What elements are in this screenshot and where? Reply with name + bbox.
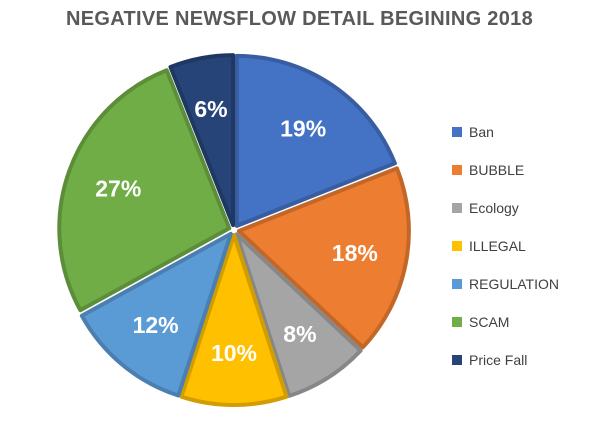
legend-swatch <box>452 316 462 327</box>
legend-swatch <box>452 240 462 251</box>
legend-swatch <box>452 126 462 137</box>
legend-label: ILLEGAL <box>469 237 526 254</box>
chart-title: NEGATIVE NEWSFLOW DETAIL BEGINING 2018 <box>65 8 533 30</box>
pie-slice-ecology <box>234 232 363 398</box>
legend-label: Ecology <box>469 199 519 216</box>
legend-item-price-fall: Price Fall <box>452 350 559 369</box>
pie-slice-price-fall <box>168 53 236 228</box>
legend-item-ecology: Ecology <box>452 198 559 217</box>
legend-swatch <box>452 278 462 289</box>
legend-swatch <box>452 354 462 365</box>
legend-label: Price Fall <box>469 351 528 368</box>
data-label-illegal: 10% <box>211 340 257 366</box>
data-label-price-fall: 6% <box>194 96 227 122</box>
data-label-bubble: 18% <box>332 240 378 266</box>
legend-swatch <box>452 202 462 213</box>
pie-slice-scam <box>57 68 232 313</box>
legend-item-ban: Ban <box>452 122 559 141</box>
pie-slice-ban <box>234 53 397 228</box>
legend-label: Ban <box>469 123 494 140</box>
chart-legend: Ban BUBBLE Ecology ILLEGAL REGULATION SCAM Pri… <box>452 122 559 388</box>
data-label-scam: 27% <box>95 175 141 201</box>
data-label-ecology: 8% <box>283 321 316 347</box>
legend-item-scam: SCAM <box>452 312 559 331</box>
legend-label: REGULATION <box>469 275 559 292</box>
legend-item-illegal: ILLEGAL <box>452 236 559 255</box>
legend-label: SCAM <box>469 313 510 330</box>
pie-slice-bubble <box>236 166 411 350</box>
legend-label: BUBBLE <box>469 161 525 178</box>
pie-slice-regulation <box>79 231 233 398</box>
legend-item-regulation: REGULATION <box>452 274 559 293</box>
legend-item-bubble: BUBBLE <box>452 160 559 179</box>
data-label-ban: 19% <box>280 115 326 141</box>
legend-swatch <box>452 164 462 175</box>
data-label-regulation: 12% <box>133 312 179 338</box>
pie-slice-illegal <box>179 233 289 407</box>
